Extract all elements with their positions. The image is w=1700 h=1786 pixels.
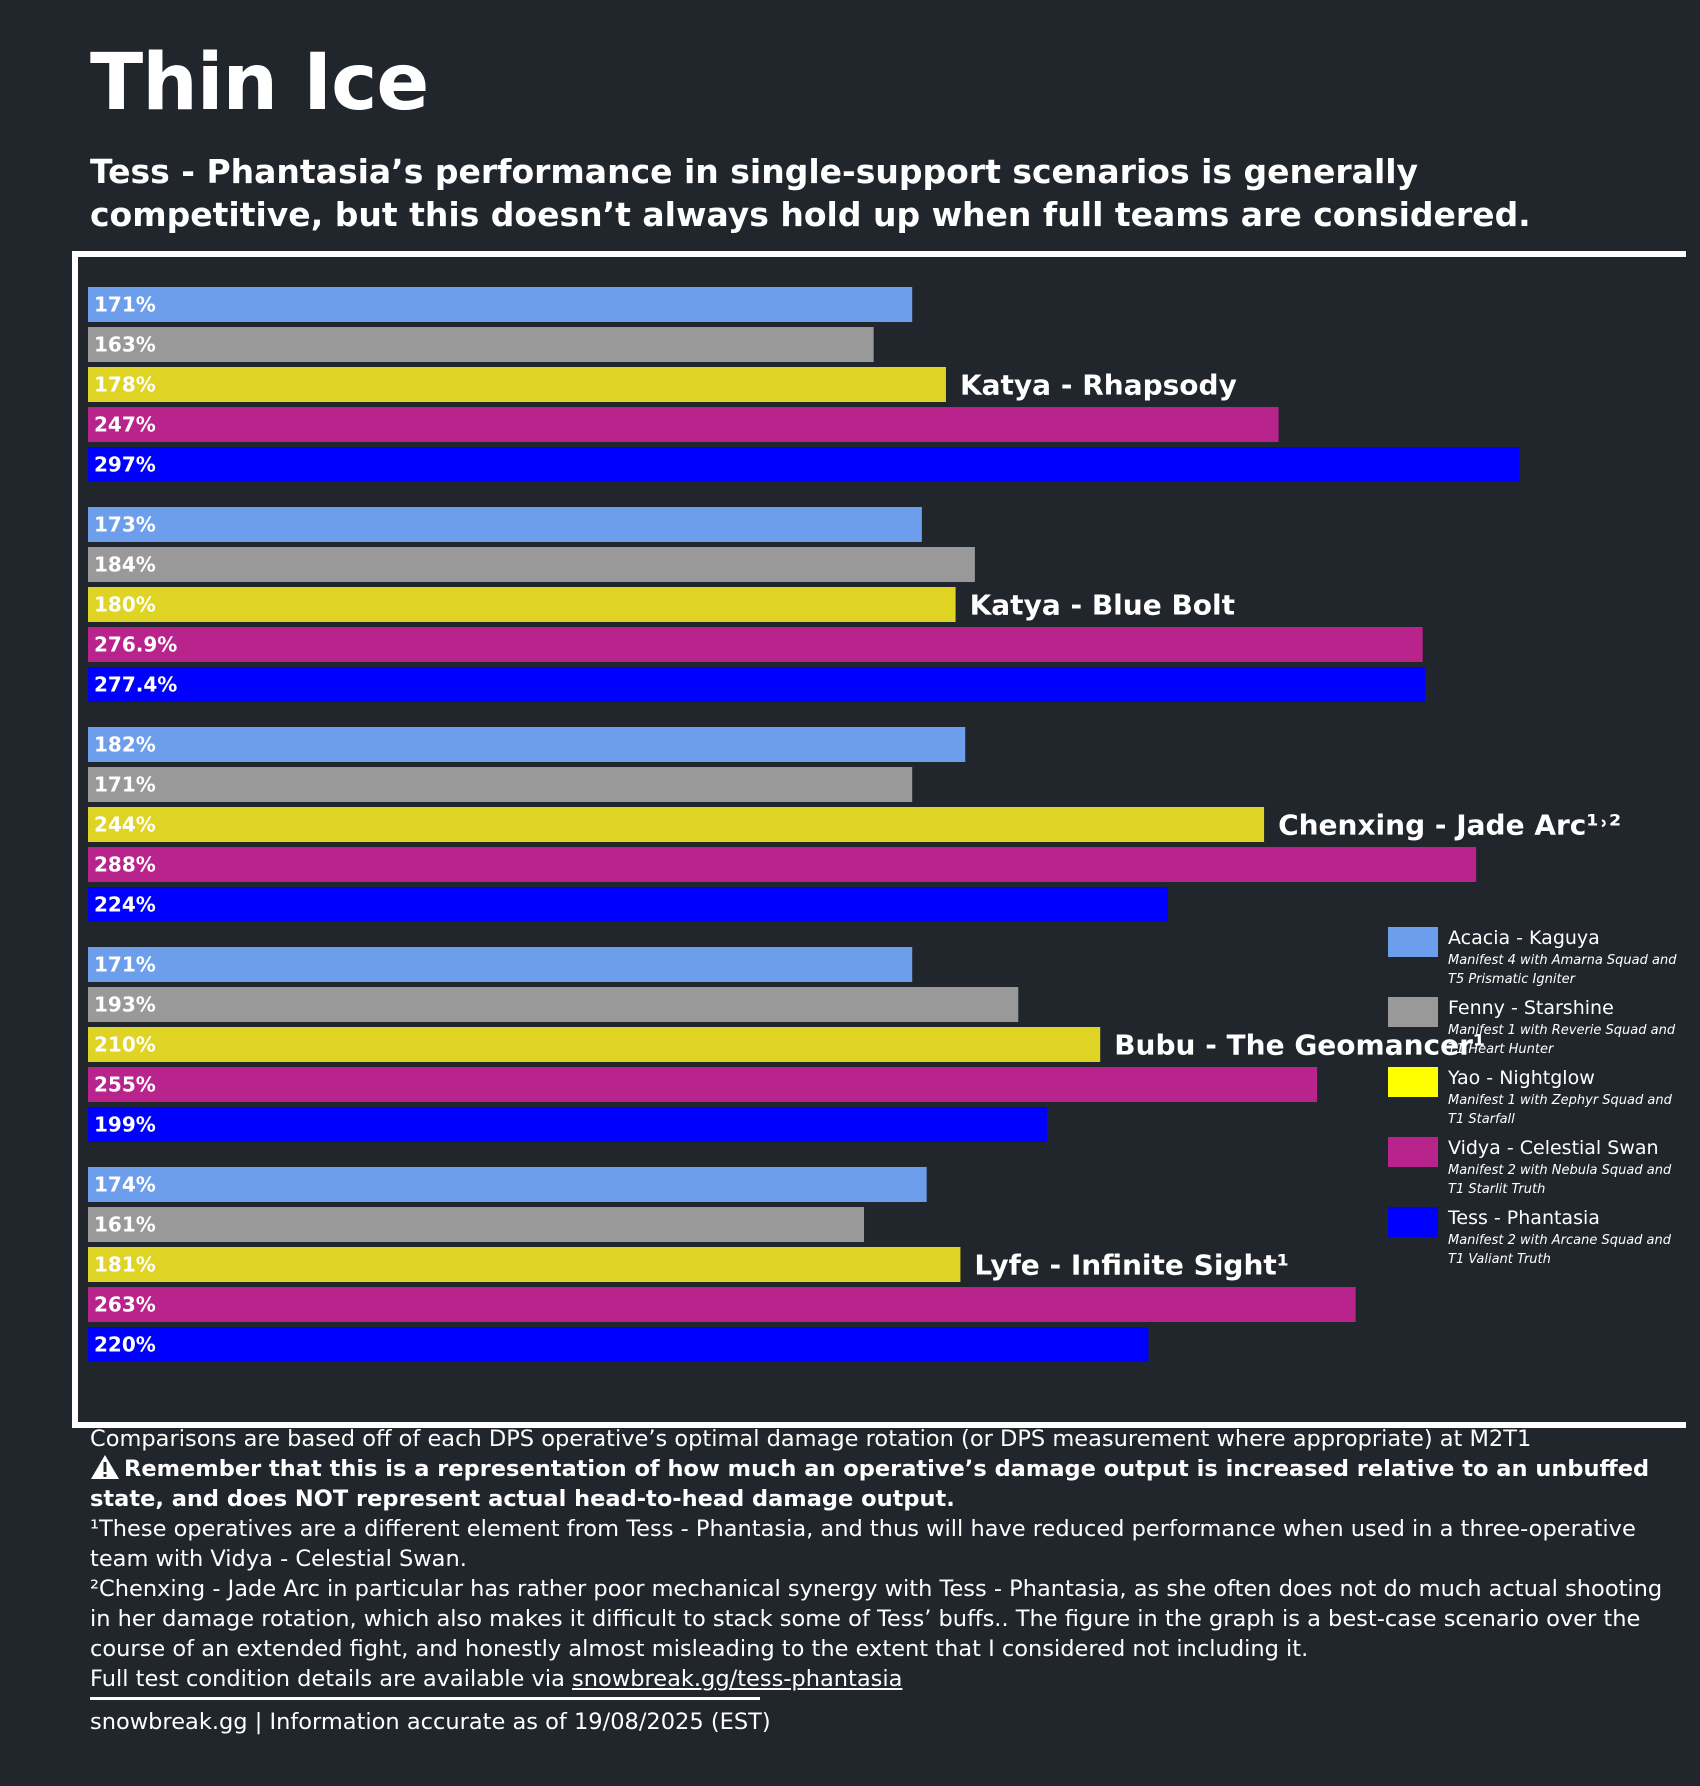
legend-entry-note: Manifest 1 with Zephyr Squad and T1 Starf… [1448,1093,1673,1127]
bar-value-label: 173% [94,513,156,537]
bar-value-label: 255% [94,1073,156,1097]
bar-value-label: 244% [94,813,156,837]
legend-entry-name: Fenny - Starshine [1448,997,1614,1019]
bar-3-1 [88,727,966,762]
bar-value-label: 247% [94,413,156,437]
details-link[interactable]: snowbreak.gg/tess-phantasia [572,1666,903,1692]
bar-3-2 [88,767,913,802]
legend-swatch [1388,1067,1438,1097]
bar-value-label: 171% [94,953,156,977]
bar-1-2 [88,327,874,362]
bar-value-label: 161% [94,1213,156,1237]
legend-entry-name: Vidya - Celestial Swan [1448,1137,1659,1159]
bar-value-label: 171% [94,293,156,317]
bar-1-5 [88,447,1520,482]
bar-4-3 [88,1027,1101,1062]
bar-1-4 [88,407,1279,442]
legend-entry-name: Yao - Nightglow [1447,1067,1595,1089]
bar-value-label: 220% [94,1333,156,1357]
legend-entry-name: Tess - Phantasia [1447,1207,1600,1229]
legend-swatch [1388,997,1438,1027]
bar-value-label: 181% [94,1253,156,1277]
bar-4-1 [88,947,913,982]
bar-5-5 [88,1327,1149,1362]
category-label: Chenxing - Jade Arc¹˒² [1278,809,1621,842]
bar-1-1 [88,287,913,322]
note-details: Full test condition details are availabl… [90,1664,1680,1694]
bar-value-label: 174% [94,1173,156,1197]
bar-2-4 [88,627,1423,662]
bar-2-2 [88,547,975,582]
bar-4-4 [88,1067,1318,1102]
note-warning: Remember that this is a representation o… [90,1454,1680,1514]
category-label: Lyfe - Infinite Sight¹ [974,1249,1289,1282]
note-comparison: Comparisons are based off of each DPS op… [90,1426,1532,1452]
bar-2-1 [88,507,922,542]
bar-value-label: 171% [94,773,156,797]
bar-chart: 171% 163% 178% Katya - Rhapsody 247% 297% 173%… [88,287,1677,1362]
bar-value-label: 276.9% [94,633,177,657]
category-label: Bubu - The Geomancer¹ [1114,1029,1485,1062]
bar-value-label: 180% [94,593,156,617]
footnote-2: ²Chenxing - Jade Arc in particular has r… [90,1576,1663,1662]
legend-swatch [1388,927,1438,957]
footnote-1: ¹These operatives are a different elemen… [90,1516,1636,1572]
bar-value-label: 277.4% [94,673,177,697]
legend-entry-note: Manifest 1 with Reverie Squad and T1 Hear… [1448,1023,1676,1057]
bar-5-4 [88,1287,1356,1322]
bar-3-3 [88,807,1265,842]
bar-value-label: 297% [94,453,156,477]
bar-4-2 [88,987,1019,1022]
legend-entry-note: Manifest 2 with Arcane Squad and T1 Valia… [1448,1233,1672,1267]
bar-value-label: 263% [94,1293,156,1317]
legend-entry-note: Manifest 4 with Amarna Squad and T5 Prism… [1448,953,1677,987]
bar-value-label: 178% [94,373,156,397]
bar-3-4 [88,847,1477,882]
warning-icon [90,1454,124,1484]
category-label: Katya - Rhapsody [960,369,1237,402]
legend-swatch [1388,1137,1438,1167]
legend-swatch [1388,1207,1438,1237]
chart-frame: 171% 163% 178% Katya - Rhapsody 247% 297% 173%… [72,251,1686,1428]
note-details-text: Full test condition details are availabl… [90,1666,573,1692]
category-label: Katya - Blue Bolt [970,589,1235,622]
legend-entry-name: Acacia - Kaguya [1448,927,1600,949]
bar-value-label: 288% [94,853,156,877]
bar-2-5 [88,667,1426,702]
footer-divider [90,1697,760,1700]
bar-value-label: 224% [94,893,156,917]
bar-value-label: 199% [94,1113,156,1137]
chart-subtitle: Tess - Phantasia’s performance in single… [90,152,1531,234]
bar-2-3 [88,587,956,622]
bar-3-5 [88,887,1168,922]
bar-5-3 [88,1247,961,1282]
note-warning-text: Remember that this is a representation o… [90,1456,1650,1512]
bar-value-label: 182% [94,733,156,757]
chart-title: Thin Ice [90,38,429,128]
bar-1-3 [88,367,946,402]
footer: snowbreak.gg | Information accurate as o… [90,1709,771,1735]
bar-5-1 [88,1167,927,1202]
legend-entry-note: Manifest 2 with Nebula Squad and T1 Starl… [1448,1163,1672,1197]
bar-value-label: 210% [94,1033,156,1057]
bar-value-label: 193% [94,993,156,1017]
bar-5-2 [88,1207,865,1242]
notes: Comparisons are based off of each DPS op… [90,1424,1680,1694]
bar-value-label: 184% [94,553,156,577]
bar-value-label: 163% [94,333,156,357]
bar-4-5 [88,1107,1048,1142]
